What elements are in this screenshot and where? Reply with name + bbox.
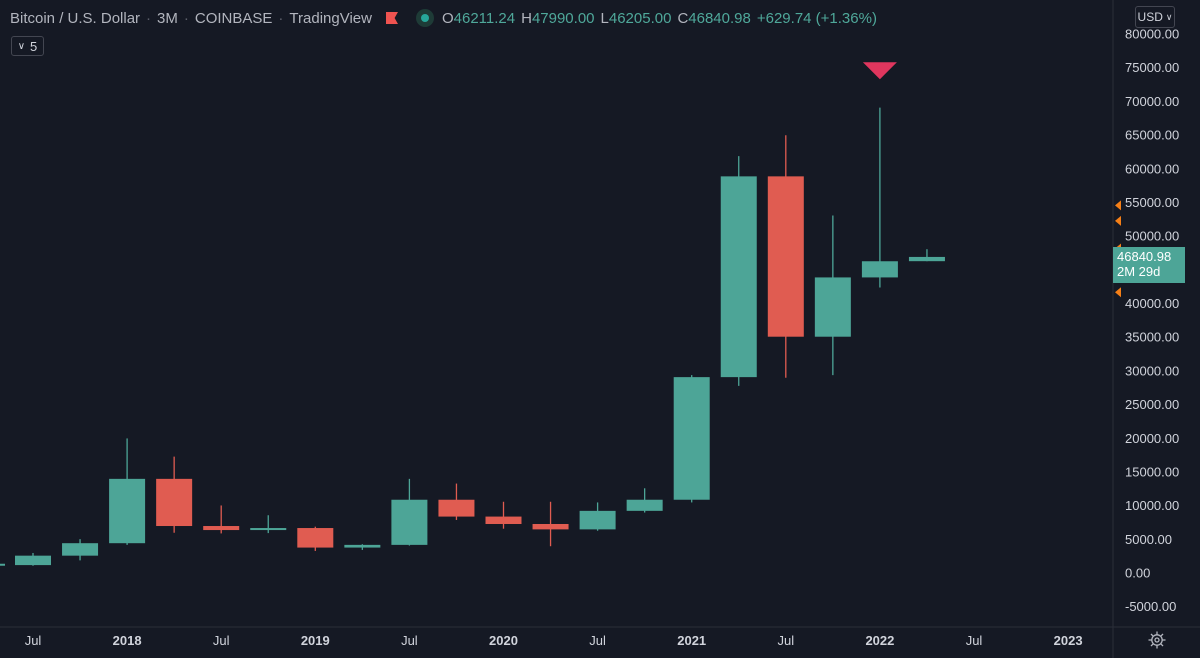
price-tick-label: 0.00 — [1125, 566, 1150, 581]
chart-legend: Bitcoin / U.S. Dollar · 3M · COINBASE · … — [10, 9, 883, 27]
source-label: TradingView — [289, 9, 372, 27]
candle-body — [297, 528, 334, 548]
candle-body — [62, 543, 99, 556]
candle-body — [485, 516, 522, 524]
candle-body — [673, 377, 710, 500]
price-scale-bg — [1113, 0, 1200, 627]
candle-body — [391, 499, 428, 545]
indicators-toggle-button[interactable]: ∨ 5 — [11, 36, 44, 56]
time-tick-label: Jul — [777, 633, 794, 648]
price-tick-label: 55000.00 — [1125, 195, 1179, 210]
open-label: O — [441, 9, 454, 27]
time-tick-label: Jul — [966, 633, 983, 648]
candle-body — [814, 277, 851, 337]
dot-icon — [415, 9, 434, 27]
price-tick-label: 80000.00 — [1125, 27, 1179, 42]
price-tick-label: 20000.00 — [1125, 431, 1179, 446]
chevron-down-icon: ∨ — [17, 40, 26, 52]
gear-icon[interactable] — [1147, 630, 1167, 650]
price-tick-label: 25000.00 — [1125, 397, 1179, 412]
price-tick-label: 50000.00 — [1125, 229, 1179, 244]
indicators-count: 5 — [30, 38, 38, 54]
price-tick-label: 70000.00 — [1125, 94, 1179, 109]
high-label: H — [521, 9, 532, 27]
price-tick-label: 10000.00 — [1125, 498, 1179, 513]
last-price-label: 46840.98 2M 29d — [1113, 247, 1185, 283]
high-value: 47990.00 — [531, 9, 595, 27]
interval-label[interactable]: 3M — [157, 9, 178, 27]
time-tick-label: 2020 — [489, 633, 518, 648]
price-tick-label: 65000.00 — [1125, 128, 1179, 143]
triangle-down-icon — [862, 62, 897, 80]
price-tick-label: 60000.00 — [1125, 161, 1179, 176]
time-scale[interactable]: Jul 2018 Jul 2019 Jul 2020 Jul 2021 Jul 2022 Jul 20… — [25, 633, 1083, 648]
price-tick-label: 75000.00 — [1125, 60, 1179, 75]
candle-body — [438, 499, 475, 517]
candle-body — [861, 261, 898, 278]
time-tick-label: 2019 — [301, 633, 330, 648]
close-label: C — [677, 9, 689, 27]
candle-body — [109, 478, 146, 544]
symbol-title[interactable]: Bitcoin / U.S. Dollar — [10, 9, 141, 27]
time-tick-label: 2018 — [113, 633, 142, 648]
time-tick-label: Jul — [401, 633, 418, 648]
low-label: L — [600, 9, 609, 27]
time-tick-label: 2023 — [1054, 633, 1083, 648]
price-tick-label: 5000.00 — [1125, 532, 1172, 547]
alert-marker — [1115, 287, 1121, 298]
time-tick-label: Jul — [25, 633, 42, 648]
candle-body — [532, 523, 569, 530]
candle-body — [15, 555, 51, 566]
open-value: 46211.24 — [453, 9, 516, 27]
candle-body — [250, 528, 287, 531]
markers — [862, 62, 897, 80]
last-price-value: 46840.98 — [1117, 249, 1172, 264]
price-tick-label: 35000.00 — [1125, 330, 1179, 345]
price-tick-label: 40000.00 — [1125, 296, 1179, 311]
currency-label: USD — [1137, 10, 1163, 24]
close-value: 46840.98 — [688, 9, 751, 27]
candle-body — [720, 176, 757, 378]
bar-countdown: 2M 29d — [1117, 264, 1161, 279]
candle-body — [0, 563, 5, 566]
candle-body — [908, 256, 945, 262]
low-value: 46205.00 — [608, 9, 672, 27]
candles — [0, 107, 945, 566]
change-value: +629.74 (+1.36%) — [756, 9, 877, 27]
candle-body — [344, 544, 381, 548]
price-tick-label: 15000.00 — [1125, 464, 1179, 479]
time-tick-label: Jul — [589, 633, 606, 648]
separator-dot: · — [278, 9, 284, 27]
exchange-label: COINBASE — [194, 9, 273, 27]
time-tick-label: Jul — [213, 633, 230, 648]
candle-body — [767, 176, 804, 337]
time-tick-label: 2022 — [865, 633, 894, 648]
candle-body — [579, 510, 616, 530]
chevron-down-icon: ∨ — [1165, 11, 1173, 22]
price-tick-label: -5000.00 — [1125, 599, 1176, 614]
price-tick-label: 30000.00 — [1125, 363, 1179, 378]
separator-dot: · — [146, 9, 152, 27]
flag-icon[interactable] — [385, 12, 398, 24]
candle-body — [626, 499, 663, 511]
time-tick-label: 2021 — [677, 633, 706, 648]
alert-marker — [1115, 200, 1121, 211]
candle-body — [156, 478, 193, 527]
alert-marker — [1115, 215, 1121, 226]
separator-dot: · — [183, 9, 189, 27]
candle-body — [203, 526, 240, 531]
currency-button[interactable]: USD ∨ — [1135, 6, 1175, 28]
